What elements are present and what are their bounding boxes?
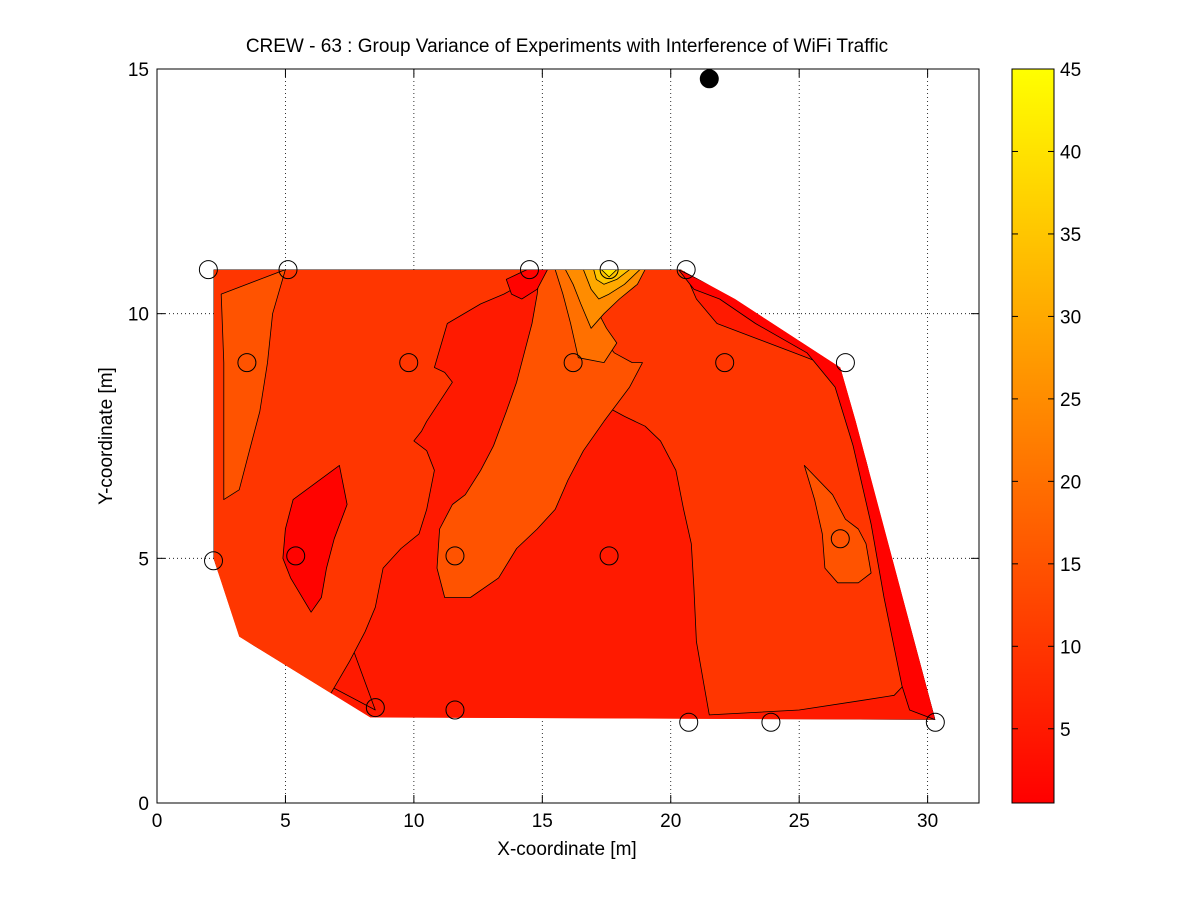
colorbar-tick-label: 10 — [1060, 637, 1081, 658]
colorbar — [1011, 68, 1055, 804]
x-tick-label: 10 — [403, 811, 424, 832]
x-axis-ticks: 0 5 10 15 20 25 30 — [152, 69, 938, 832]
sensor-node-marker — [925, 712, 945, 732]
sensor-node-marker — [761, 712, 781, 732]
colorbar-tick-label: 30 — [1060, 307, 1081, 328]
x-tick-label: 25 — [789, 811, 810, 832]
sensor-node-marker — [715, 353, 735, 373]
colorbar-tick-label: 40 — [1060, 142, 1081, 163]
contour-region — [505, 269, 548, 300]
colorbar-tick-label: 25 — [1060, 390, 1081, 411]
y-tick-label: 10 — [128, 305, 149, 326]
colorbar-tick-label: 5 — [1060, 720, 1071, 741]
y-axis-label: Y-coordinate [m] — [96, 367, 117, 505]
y-tick-label: 0 — [138, 794, 149, 815]
sensor-node-marker — [599, 546, 619, 566]
sensor-node-marker — [599, 260, 619, 280]
contour-region — [282, 465, 348, 613]
x-axis-label: X-coordinate [m] — [497, 839, 636, 860]
x-tick-label: 30 — [917, 811, 938, 832]
sensor-node-marker — [198, 260, 218, 280]
sensor-node-marker — [830, 529, 850, 549]
sensor-node-marker — [519, 260, 539, 280]
sensor-node-marker — [835, 353, 855, 373]
chart-title: CREW - 63 : Group Variance of Experiment… — [246, 36, 888, 57]
colorbar-ticks: 5 10 15 20 25 30 35 40 45 — [1012, 60, 1081, 741]
x-tick-label: 20 — [660, 811, 681, 832]
sensor-node-marker — [676, 260, 696, 280]
sensor-node-marker — [278, 260, 298, 280]
colorbar-tick-label: 20 — [1060, 472, 1081, 493]
sensor-node-marker — [365, 698, 385, 718]
contour-region — [220, 269, 286, 500]
sensor-nodes — [198, 69, 945, 732]
colorbar-tick-label: 35 — [1060, 225, 1081, 246]
contour-regions — [213, 269, 936, 720]
sensor-node-marker — [445, 700, 465, 720]
sensor-node-marker — [679, 712, 699, 732]
sensor-node-marker — [204, 551, 224, 571]
contour-region — [803, 465, 872, 584]
y-axis-ticks: 0 5 10 15 — [128, 60, 979, 815]
sensor-node-marker — [445, 546, 465, 566]
y-tick-label: 5 — [138, 549, 149, 570]
colorbar-tick-label: 45 — [1060, 60, 1081, 81]
x-tick-label: 5 — [280, 811, 291, 832]
contour-region — [593, 269, 630, 285]
x-tick-label: 0 — [152, 811, 163, 832]
plot-frame — [156, 68, 980, 804]
y-tick-label: 15 — [128, 60, 149, 81]
interferer-marker — [699, 69, 719, 89]
sensor-node-marker — [563, 353, 583, 373]
sensor-node-marker — [399, 353, 419, 373]
colorbar-tick-label: 15 — [1060, 555, 1081, 576]
contour-region — [601, 269, 618, 278]
sensor-node-marker — [237, 353, 257, 373]
x-tick-label: 15 — [532, 811, 553, 832]
contour-region — [565, 269, 646, 329]
sensor-node-marker — [286, 546, 306, 566]
